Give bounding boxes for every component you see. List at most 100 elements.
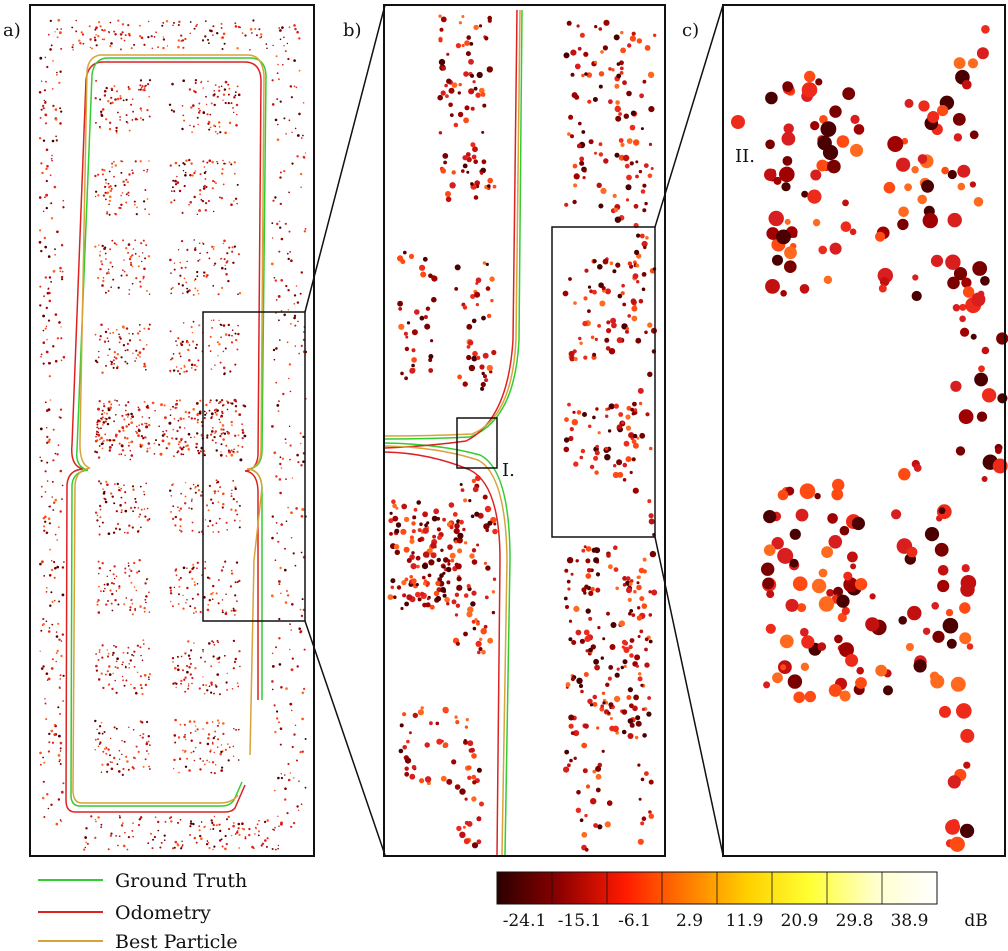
panel-a-point [193,583,196,587]
panel-a-point [170,600,172,603]
panel-b-point [431,275,436,280]
panel-a-point [234,487,237,491]
panel-a-point [96,603,99,606]
panel-a-point [108,31,110,34]
panel-a-point [120,203,123,206]
panel-a-point [211,761,215,764]
panel-a-point [182,46,185,49]
panel-a-point [178,758,181,760]
panel-a-point [55,135,57,138]
panel-a-point [54,566,57,570]
panel-c-point [850,143,863,157]
panel-b-point [485,565,491,571]
panel-a-point [121,675,124,678]
panel-b-point [622,154,630,162]
panel-a-point [38,240,42,244]
panel-b-point [641,707,646,711]
panel-a-point [122,767,125,771]
panel-a-point [54,118,58,121]
panel-c-point [772,254,783,266]
panel-a-point [196,289,199,292]
panel-a-point [181,127,184,131]
panel-b-point [466,584,471,589]
panel-a-point [97,35,100,38]
panel-a-point [139,280,142,283]
panel-a-point [56,73,58,76]
panel-a-point [103,340,107,343]
panel-a-point [127,243,131,246]
panel-b-point [586,568,592,573]
panel-a-point [88,25,91,28]
panel-a-point [128,726,130,728]
panel-a-point [193,417,196,420]
panel-b-point [612,471,620,479]
panel-a-point [115,835,117,837]
panel-a-point [290,259,293,263]
panel-a-point [52,509,55,511]
panel-c-point [978,365,985,373]
panel-c-point [832,478,845,492]
panel-a-point [95,44,98,47]
panel-a-point [292,821,296,825]
panel-a-point [263,820,267,824]
panel-a-point [186,248,189,251]
panel-a-point [101,173,104,176]
panel-b-point [402,593,407,598]
panel-b-point [420,271,427,278]
panel-a-point [120,171,123,174]
panel-c-point [898,206,909,218]
panel-a-point [188,507,190,509]
panel-b-point [576,410,582,415]
panel-a-point [175,366,178,368]
panel-c-point [784,218,791,225]
panel-b-point [594,664,600,671]
panel-a-point [128,129,131,132]
panel-b-point [573,461,579,467]
panel-a-point [278,825,280,827]
panel-a-point [100,721,103,724]
panel-b-point [406,594,413,601]
panel-a-point [44,327,47,330]
panel-b-point [425,306,431,311]
panel-b-point [621,639,627,645]
panel-a-point [193,759,196,762]
panel-a-point [139,88,142,91]
panel-a-point [299,630,303,633]
panel-b-point [462,163,468,169]
panel-a-point [207,120,211,124]
panel-c-point [763,544,776,556]
panel-b-point [646,711,652,717]
panel-a-point [244,837,247,840]
panel-a-point [139,356,141,358]
panel-b-point [633,590,637,594]
panel-b-point [428,368,434,373]
panel-a-point [300,464,303,467]
panel-a-point [299,292,302,295]
panel-a-point [119,337,122,340]
panel-a-point [192,320,195,323]
panel-b-point [459,788,466,795]
panel-a-point [115,691,118,694]
panel-a-point [207,200,210,202]
panel-b-point [573,730,580,737]
panel-b-point [566,557,574,564]
panel-a-point [181,844,184,846]
panel-a-point [228,450,232,454]
panel-a-point [278,220,281,223]
panel-a-point [184,690,187,693]
panel-a-point [191,498,193,501]
panel-b-point [449,113,454,117]
panel-a-point [285,520,288,522]
panel-a-point [198,209,201,212]
panel-b-point [453,122,459,128]
panel-a-point [109,45,112,48]
panel-a-point [42,362,45,365]
panel-a-point [186,664,189,668]
panel-c-point [945,819,961,835]
panel-c-point [828,535,843,549]
panel-a-point [50,44,53,47]
panel-a-point [137,406,140,409]
panel-a-point [147,647,150,650]
panel-b-point [579,455,584,460]
panel-a-point [290,511,293,514]
